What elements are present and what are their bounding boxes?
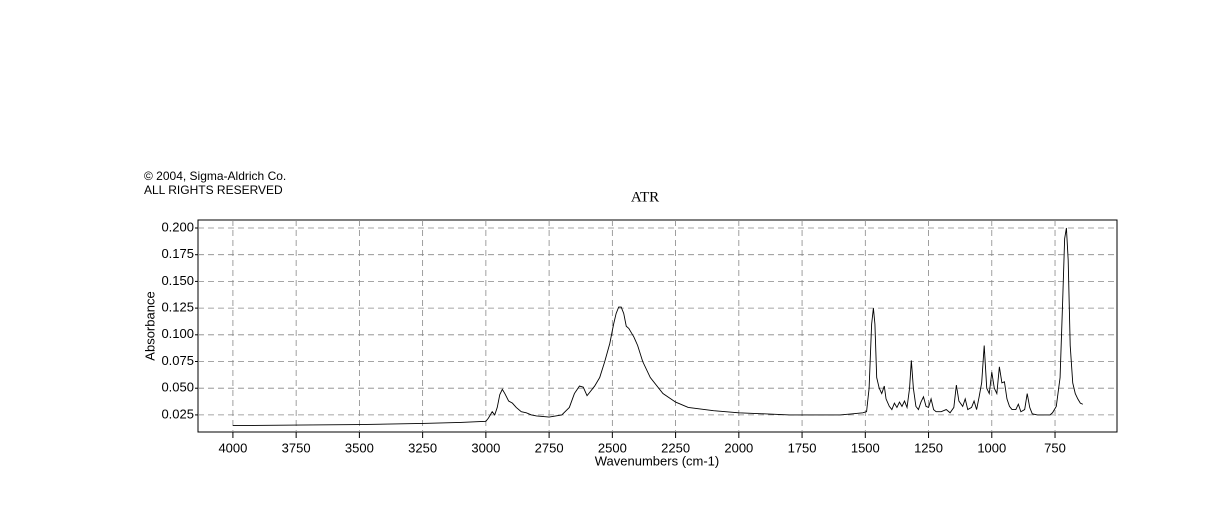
x-tick-label: 2000 xyxy=(724,440,753,455)
y-tick-label: 0.150 xyxy=(161,273,194,288)
y-axis-label: Absorbance xyxy=(142,291,157,360)
y-tick-label: 0.200 xyxy=(161,219,194,234)
copyright-note: © 2004, Sigma-Aldrich Co. xyxy=(144,169,286,183)
x-tick-label: 4000 xyxy=(218,440,247,455)
x-tick-label: 1500 xyxy=(851,440,880,455)
x-tick-label: 1750 xyxy=(788,440,817,455)
x-tick-label: 3000 xyxy=(471,440,500,455)
x-tick-label: 1250 xyxy=(914,440,943,455)
x-tick-label: 2750 xyxy=(535,440,564,455)
spectrum-line xyxy=(232,227,1084,427)
y-tick-label: 0.075 xyxy=(161,353,194,368)
chart-title: ATR xyxy=(631,189,659,205)
y-tick-label: 0.175 xyxy=(161,246,194,261)
copyright-note: ALL RIGHTS RESERVED xyxy=(144,183,283,197)
x-axis-label: Wavenumbers (cm-1) xyxy=(595,453,719,468)
y-tick-label: 0.100 xyxy=(161,326,194,341)
y-tick-label: 0.025 xyxy=(161,406,194,421)
plot-frame xyxy=(197,219,1118,433)
y-tick-label: 0.050 xyxy=(161,380,194,395)
x-tick-label: 2250 xyxy=(661,440,690,455)
x-tick-label: 3750 xyxy=(282,440,311,455)
x-tick-label: 3500 xyxy=(345,440,374,455)
y-tick-label: 0.125 xyxy=(161,300,194,315)
x-tick-label: 3250 xyxy=(408,440,437,455)
x-tick-label: 1000 xyxy=(977,440,1006,455)
x-tick-label: 750 xyxy=(1044,440,1066,455)
x-tick-label: 2500 xyxy=(598,440,627,455)
